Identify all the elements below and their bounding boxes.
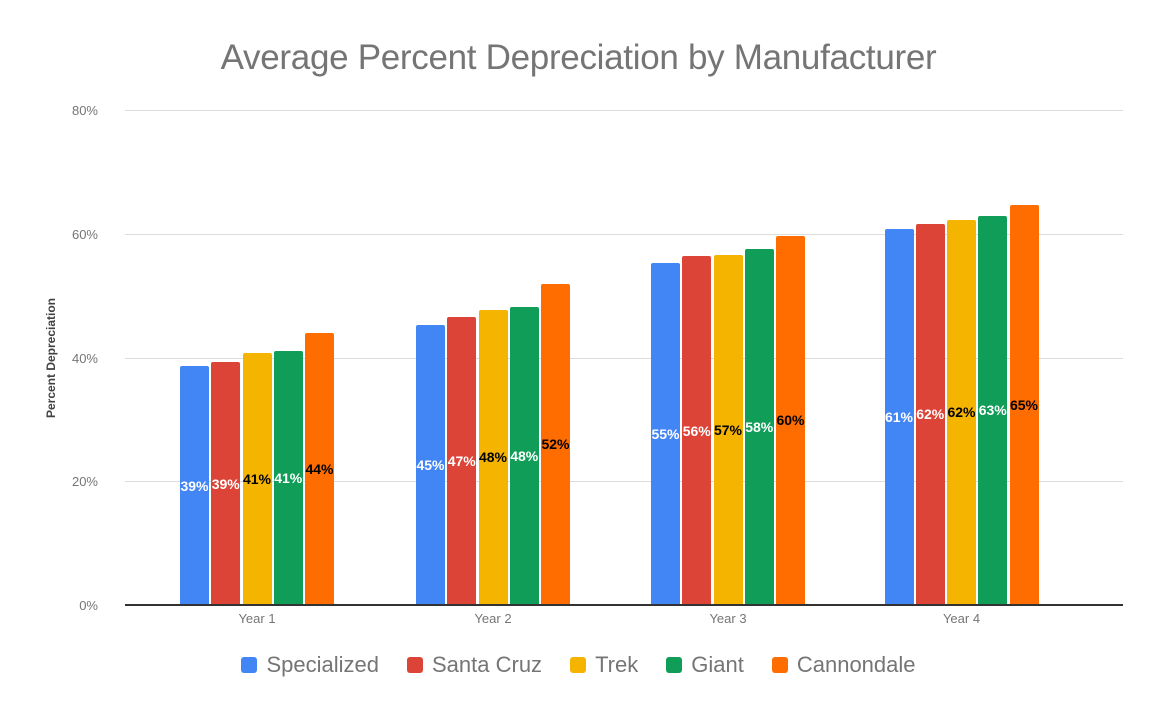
- legend-label-cannondale: Cannondale: [796, 652, 916, 677]
- legend-label-santa-cruz: Santa Cruz: [432, 652, 543, 677]
- bar-value-label: 41%: [274, 469, 303, 486]
- bar-trek-year-2[interactable]: 48%: [478, 309, 508, 605]
- bar-santa-cruz-year-3[interactable]: 56%: [682, 256, 712, 605]
- legend-swatch-trek: [570, 657, 587, 673]
- bar-giant-year-4[interactable]: 63%: [978, 215, 1008, 605]
- bar-value-label: 48%: [510, 448, 539, 465]
- bar-value-label: 44%: [305, 460, 334, 477]
- y-tick-label-20: 20%: [71, 474, 98, 490]
- legend-label-trek: Trek: [595, 652, 639, 677]
- bar-trek-year-1[interactable]: 41%: [242, 353, 272, 605]
- x-axis-line: [125, 604, 1123, 606]
- gridline-60: [125, 233, 1123, 235]
- y-tick-label-60: 60%: [71, 226, 98, 242]
- bar-value-label: 55%: [651, 426, 680, 443]
- x-axis-label-year-4: Year 4: [942, 611, 981, 626]
- bar-trek-year-4[interactable]: 62%: [947, 219, 976, 605]
- legend-item-cannondale[interactable]: Cannondale: [771, 652, 916, 678]
- bar-value-label: 61%: [884, 409, 914, 426]
- bar-value-label: 41%: [242, 471, 272, 488]
- bar-value-label: 58%: [745, 419, 774, 436]
- legend-item-trek[interactable]: Trek: [570, 652, 638, 678]
- legend-label-giant: Giant: [691, 652, 744, 677]
- y-tick-label-80: 80%: [71, 103, 98, 118]
- bar-value-label: 62%: [947, 404, 976, 421]
- bar-cannondale-year-2[interactable]: 52%: [541, 283, 570, 605]
- bar-giant-year-3[interactable]: 58%: [744, 249, 774, 605]
- bar-giant-year-2[interactable]: 48%: [509, 307, 539, 605]
- chart-title: Average Percent Depreciation by Manufact…: [220, 38, 937, 77]
- gridline-40: [125, 357, 1123, 359]
- legend-swatch-cannondale: [771, 657, 788, 673]
- bar-value-label: 48%: [478, 449, 508, 466]
- y-tick-label-40: 40%: [71, 350, 98, 366]
- y-tick-label-0: 0%: [79, 598, 98, 613]
- bar-santa-cruz-year-1[interactable]: 39%: [211, 362, 241, 605]
- bar-specialized-year-1[interactable]: 39%: [180, 366, 209, 605]
- legend-item-specialized[interactable]: Specialized: [241, 652, 379, 678]
- bar-santa-cruz-year-4[interactable]: 62%: [915, 223, 945, 605]
- bar-value-label: 63%: [978, 402, 1007, 419]
- bar-trek-year-3[interactable]: 57%: [713, 254, 743, 605]
- bar-value-label: 52%: [541, 436, 570, 453]
- bar-value-label: 56%: [682, 422, 711, 439]
- bar-santa-cruz-year-2[interactable]: 47%: [447, 316, 477, 605]
- bar-value-label: 45%: [416, 457, 445, 474]
- legend-item-santa-cruz[interactable]: Santa Cruz: [407, 652, 542, 678]
- bar-giant-year-1[interactable]: 41%: [273, 350, 303, 605]
- y-axis-title: Percent Depreciation: [44, 297, 58, 419]
- legend-item-giant[interactable]: Giant: [666, 652, 744, 678]
- bar-value-label: 47%: [447, 452, 476, 469]
- bar-cannondale-year-3[interactable]: 60%: [776, 235, 805, 605]
- legend-label-specialized: Specialized: [266, 652, 379, 677]
- x-axis-label-year-1: Year 1: [238, 611, 276, 626]
- legend: Specialized Santa Cruz Trek Giant Cannondale: [0, 648, 1157, 682]
- legend-swatch-specialized: [241, 657, 258, 673]
- gridline-80: [125, 110, 1123, 111]
- bar-value-label: 65%: [1009, 397, 1039, 414]
- gridline-20: [125, 481, 1123, 483]
- x-axis-label-year-2: Year 2: [474, 611, 512, 626]
- bar-value-label: 60%: [776, 412, 805, 429]
- bar-specialized-year-4[interactable]: 61%: [884, 229, 914, 605]
- x-axis-label-year-3: Year 3: [709, 611, 747, 626]
- bar-cannondale-year-4[interactable]: 65%: [1009, 205, 1039, 605]
- bar-value-label: 57%: [713, 421, 743, 438]
- bar-value-label: 39%: [211, 475, 240, 492]
- bar-specialized-year-3[interactable]: 55%: [651, 263, 680, 605]
- legend-swatch-santa-cruz: [407, 657, 423, 673]
- bar-specialized-year-2[interactable]: 45%: [416, 325, 445, 605]
- bar-value-label: 62%: [916, 406, 945, 423]
- bar-cannondale-year-1[interactable]: 44%: [305, 332, 334, 605]
- bar-value-label: 39%: [180, 477, 209, 494]
- legend-swatch-giant: [666, 657, 683, 673]
